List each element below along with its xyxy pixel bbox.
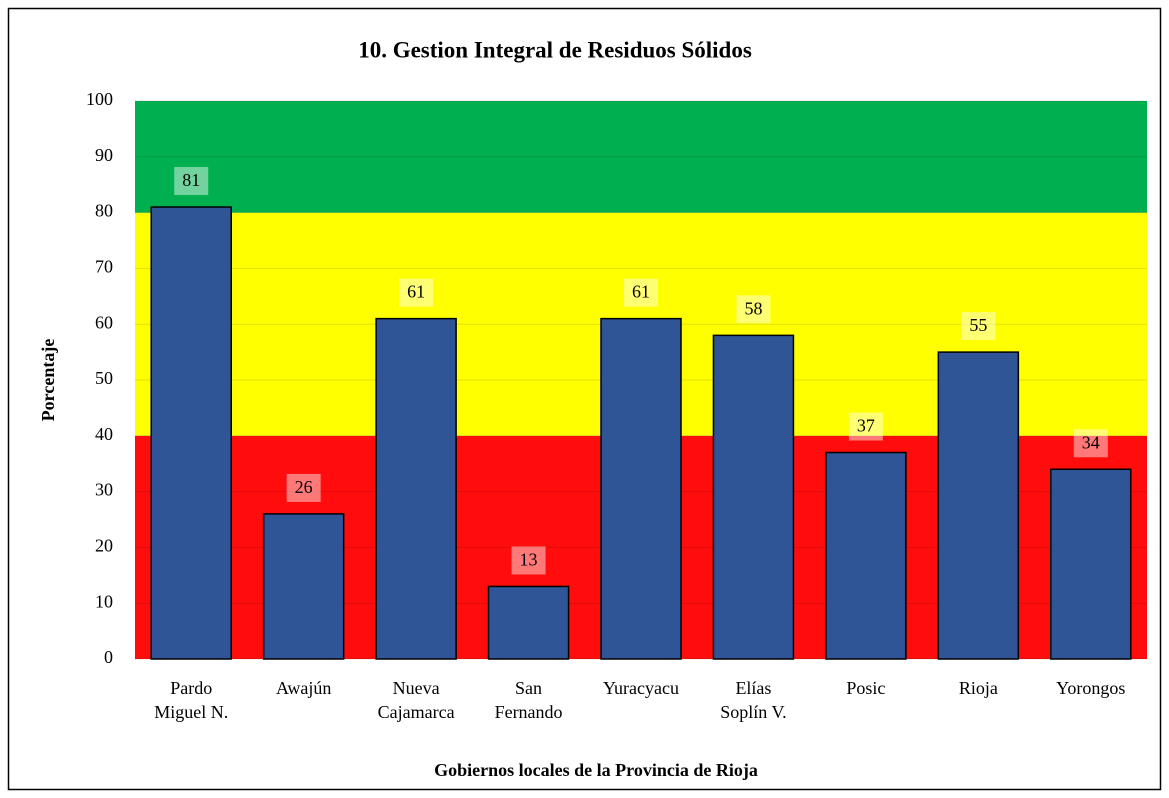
y-tick-label: 70 [95, 257, 113, 277]
value-label-bg [174, 167, 209, 196]
bar [600, 317, 682, 660]
value-label-bg [624, 278, 658, 307]
value-label: 13 [520, 550, 538, 570]
y-tick-label: 100 [86, 89, 113, 109]
bar [825, 451, 907, 660]
value-label: 37 [857, 416, 875, 436]
x-tick-label: Elías [735, 678, 771, 698]
x-tick-label: Miguel N. [154, 702, 228, 722]
bar [150, 206, 232, 660]
y-axis-title: Porcentaje [38, 339, 58, 422]
x-tick-label: Yorongos [1056, 678, 1125, 698]
x-tick-label: Soplín V. [720, 702, 786, 722]
x-tick-label: Fernando [495, 702, 563, 722]
value-label: 81 [182, 170, 200, 190]
x-tick-label: Nueva [393, 678, 440, 698]
value-label-bg [286, 473, 321, 502]
value-label: 26 [295, 477, 313, 497]
y-tick-label: 40 [95, 424, 113, 444]
y-tick-label: 90 [95, 145, 113, 165]
value-label-bg [1073, 429, 1108, 458]
value-label: 55 [969, 315, 987, 335]
bar [712, 334, 795, 660]
value-label: 34 [1082, 432, 1100, 452]
x-tick-label: Cajamarca [378, 702, 455, 722]
y-tick-label: 20 [95, 536, 113, 556]
x-tick-label: Yuracyacu [603, 678, 679, 698]
x-tick-label: San [515, 678, 542, 698]
y-tick-label: 60 [95, 312, 113, 332]
x-tick-label: Pardo [170, 678, 212, 698]
y-tick-label: 0 [104, 647, 113, 667]
band [135, 101, 1147, 213]
value-label-bg [511, 546, 546, 575]
y-tick-label: 50 [95, 368, 113, 388]
y-tick-label: 10 [95, 591, 113, 611]
value-label-bg [848, 412, 883, 441]
y-tick-label: 80 [95, 201, 113, 221]
x-tick-label: Rioja [959, 678, 998, 698]
bar [262, 513, 345, 660]
bar [937, 351, 1020, 660]
value-label: 61 [632, 282, 650, 302]
value-label-bg [399, 278, 434, 307]
value-label-bg [961, 312, 996, 341]
value-label: 61 [407, 282, 425, 302]
y-tick-label: 30 [95, 480, 113, 500]
x-axis-title: Gobiernos locales de la Provincia de Rio… [434, 760, 758, 780]
value-label-bg [736, 295, 771, 324]
bar [375, 317, 457, 660]
x-tick-label: Posic [846, 678, 885, 698]
chart-title: 10. Gestion Integral de Residuos Sólidos [358, 37, 752, 62]
x-tick-label: Awajún [276, 678, 331, 698]
value-label: 58 [744, 298, 762, 318]
bar [1050, 468, 1132, 660]
bar [487, 585, 570, 660]
